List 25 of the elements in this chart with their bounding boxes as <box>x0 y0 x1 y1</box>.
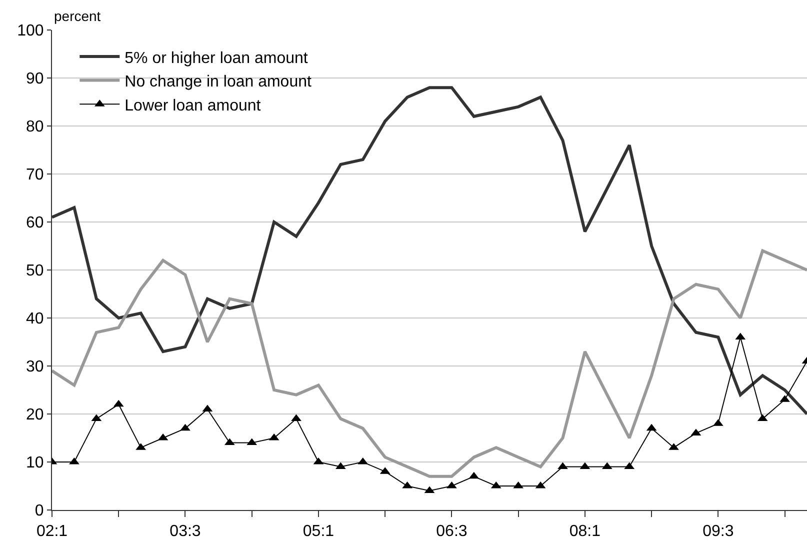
x-tick-label: 03:3 <box>170 523 201 540</box>
point <box>558 462 568 470</box>
y-tick-label: 90 <box>26 70 44 88</box>
y-tick-label: 100 <box>17 22 44 40</box>
y-tick-label: 40 <box>26 310 44 328</box>
y-tick-label: 80 <box>26 118 44 136</box>
y-tick-label: 30 <box>26 358 44 376</box>
legend-label: Lower loan amount <box>124 97 262 114</box>
y-tick-label: 0 <box>34 502 44 520</box>
y-tick-label: 70 <box>26 166 44 184</box>
y-tick-label: 60 <box>26 214 44 232</box>
y-tick-label: 10 <box>26 454 44 472</box>
y-axis-title: percent <box>54 8 101 24</box>
y-tick-label: 20 <box>26 406 44 424</box>
legend-label: No change in loan amount <box>124 74 312 91</box>
x-tick-label: 06:3 <box>436 523 468 540</box>
y-tick-label: 50 <box>26 262 44 280</box>
legend-label: 5% or higher loan amount <box>124 50 308 67</box>
x-tick-label: 02:1 <box>36 523 68 540</box>
point <box>291 414 302 422</box>
line-series <box>52 249 807 478</box>
x-tick-label: 09:3 <box>702 523 734 540</box>
x-tick-label: 08:1 <box>569 523 601 540</box>
point <box>180 424 190 431</box>
x-tick-label: 05:1 <box>302 523 334 540</box>
